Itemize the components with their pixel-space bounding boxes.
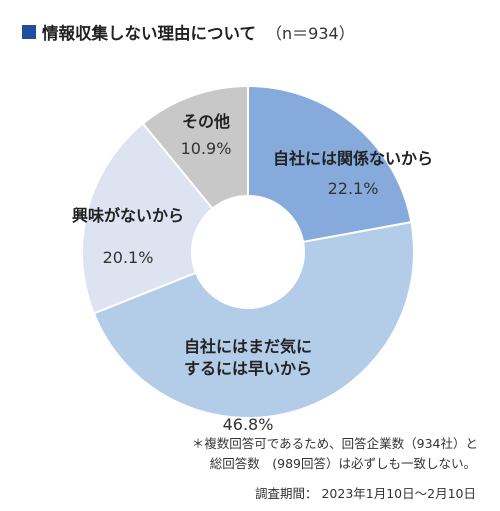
slice-label-2-line-2: するには早いから <box>184 359 312 378</box>
footnote-line-1: ＊複数回答可であるため、回答企業数（934社）と <box>191 436 478 451</box>
slice-value-3: 20.1% <box>103 248 154 267</box>
donut-slice-3 <box>81 122 214 315</box>
slice-label-4: その他 <box>182 112 230 131</box>
chart-title: 情報収集しない理由について <box>42 24 257 43</box>
slice-value-4: 10.9% <box>181 139 232 158</box>
donut-slice-1 <box>247 84 413 244</box>
footnote-line-2: 総回答数 (989回答）は必ずしも一致しない。 <box>209 456 476 471</box>
slice-label-1: 自社には関係ないから <box>273 149 433 168</box>
donut-slice-2 <box>92 220 415 419</box>
slice-label-2-line-1: 自社にはまだ気に <box>184 337 312 356</box>
slice-value-1: 22.1% <box>328 179 379 198</box>
slice-value-2: 46.8% <box>223 415 274 430</box>
chart-title-row: 情報収集しない理由について （n＝934） <box>22 20 355 44</box>
slice-label-3: 興味がないから <box>72 206 184 225</box>
survey-period: 調査期間： 2023年1月10日〜2月10日 <box>254 486 476 501</box>
donut-slice-4 <box>141 84 249 211</box>
footnote: ＊複数回答可であるため、回答企業数（934社）と 総回答数 (989回答）は必ず… <box>192 434 478 474</box>
title-square-icon <box>22 25 36 39</box>
sample-size-label: （n＝934） <box>266 24 355 43</box>
